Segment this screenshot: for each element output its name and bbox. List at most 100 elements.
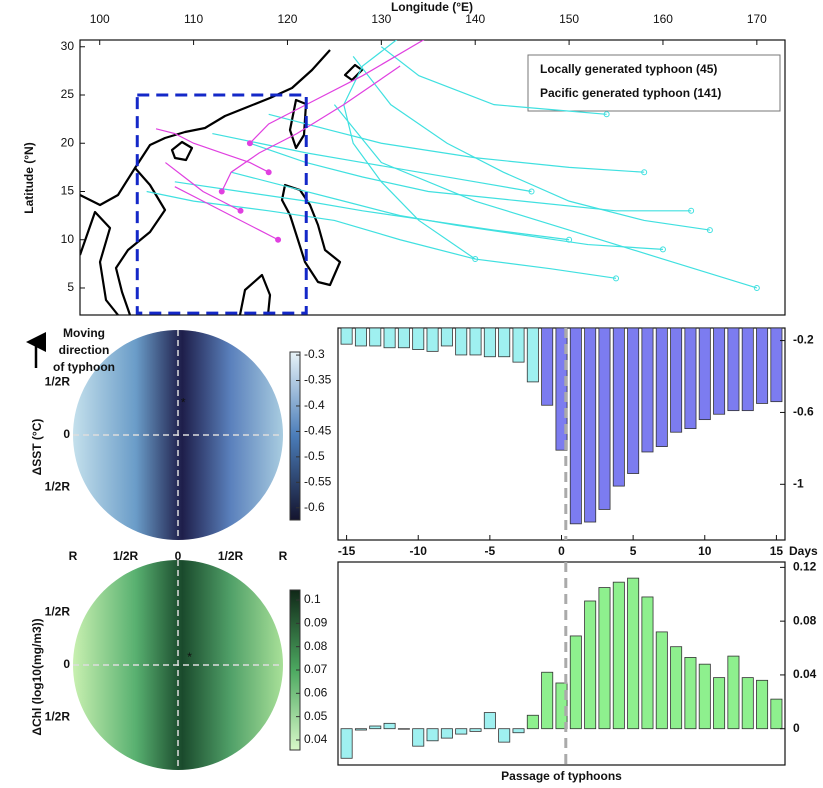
x-tick-label: 100 — [90, 12, 110, 26]
y-tick-label: -0.2 — [793, 333, 814, 347]
track — [174, 186, 279, 241]
bar — [598, 587, 611, 730]
track — [212, 133, 532, 193]
bar — [426, 728, 439, 742]
legend-entry: Pacific generated typhoon (141) — [540, 86, 721, 100]
disk-y-label: 0 — [63, 657, 70, 671]
bar — [412, 327, 425, 350]
colorbar-tick-label: -0.55 — [304, 474, 332, 488]
disk-x-label: 1/2R — [218, 549, 244, 563]
y-tick-label: 0 — [793, 721, 800, 735]
bar — [354, 728, 367, 731]
bar — [584, 600, 597, 730]
bar — [440, 728, 453, 739]
bar — [741, 677, 754, 730]
colorbar-tick-label: -0.35 — [304, 373, 332, 387]
x-tick-label: 110 — [184, 12, 203, 26]
bar — [727, 655, 740, 730]
track — [352, 56, 710, 231]
bar — [369, 327, 382, 347]
disk-x-label: 1/2R — [113, 549, 139, 563]
bar — [627, 577, 640, 730]
x-tick-label: 160 — [653, 12, 673, 26]
colorbar-tick-label: 0.04 — [304, 732, 328, 746]
colorbar-tick-label: 0.05 — [304, 709, 328, 723]
bar — [483, 712, 496, 730]
disk-x-label: R — [279, 549, 288, 563]
y-axis-label: ΔSST (°C) — [30, 419, 44, 476]
bar — [512, 327, 525, 363]
y-tick-label: 0.12 — [793, 560, 817, 574]
track — [249, 142, 692, 212]
bar — [727, 327, 740, 412]
genesis-point — [706, 227, 713, 234]
x-tick-label: 170 — [747, 12, 767, 26]
annotation: of typhoon — [53, 360, 115, 374]
x-tick-label: 0 — [558, 544, 565, 558]
x-tick-label: -15 — [338, 544, 356, 558]
bar — [397, 728, 410, 730]
x-tick-label: -10 — [410, 544, 428, 558]
y-axis-label: ΔChl (log10(mg/m3)) — [30, 618, 44, 735]
bar — [383, 722, 396, 730]
x-tick-label: 5 — [630, 544, 637, 558]
bar — [541, 327, 554, 406]
annotation: direction — [59, 343, 110, 357]
study-region — [135, 93, 308, 315]
genesis-point — [603, 111, 610, 118]
bar — [612, 327, 625, 487]
genesis-point — [237, 207, 244, 214]
colorbar-tick-label: 0.09 — [304, 616, 328, 630]
legend-box — [527, 54, 781, 112]
bar — [655, 327, 668, 447]
x-tick-label: 150 — [559, 12, 579, 26]
y-tick-label: -1 — [793, 476, 804, 490]
genesis-point — [265, 169, 272, 176]
disk-y-label: 0 — [63, 427, 70, 441]
x-axis-label: Passage of typhoons — [501, 769, 622, 783]
bar — [340, 728, 353, 759]
legend-entry: Locally generated typhoon (45) — [540, 62, 717, 76]
track — [343, 40, 476, 260]
colorbar-tick-label: -0.5 — [304, 449, 325, 463]
genesis-point — [275, 236, 282, 243]
x-axis-label: Longitude (°E) — [391, 0, 473, 14]
track — [333, 104, 758, 289]
annotation: Moving — [63, 326, 105, 340]
bar — [498, 728, 511, 743]
bar — [526, 714, 539, 730]
y-tick-label: 30 — [61, 39, 75, 53]
track — [249, 40, 425, 144]
bar — [340, 327, 353, 345]
y-tick-label: -0.6 — [793, 405, 814, 419]
bar — [555, 682, 568, 730]
bar — [512, 728, 525, 734]
disk-y-label: 1/2R — [45, 710, 71, 724]
bar — [440, 327, 453, 347]
genesis-point — [613, 275, 620, 282]
colorbar-tick-label: -0.45 — [304, 424, 332, 438]
y-axis-label: Latitude (°N) — [22, 142, 36, 213]
bar — [569, 327, 582, 525]
y-tick-label: 15 — [61, 184, 75, 198]
track — [380, 46, 607, 115]
bar — [397, 327, 410, 349]
y-tick-label: 25 — [61, 87, 75, 101]
x-tick-label: 140 — [465, 12, 485, 26]
track — [230, 171, 664, 250]
genesis-point — [659, 246, 666, 253]
bar — [627, 327, 640, 474]
colorbar-tick-label: -0.4 — [304, 398, 325, 412]
bar — [412, 728, 425, 747]
disk-y-label: 1/2R — [45, 375, 71, 389]
x-unit: Days — [789, 544, 818, 558]
bar — [756, 679, 769, 730]
bar — [598, 327, 611, 510]
bar — [455, 327, 468, 356]
bar — [369, 725, 382, 730]
bar — [684, 657, 697, 730]
x-tick-label: 15 — [770, 544, 784, 558]
bar — [641, 327, 654, 453]
bar — [612, 581, 625, 730]
